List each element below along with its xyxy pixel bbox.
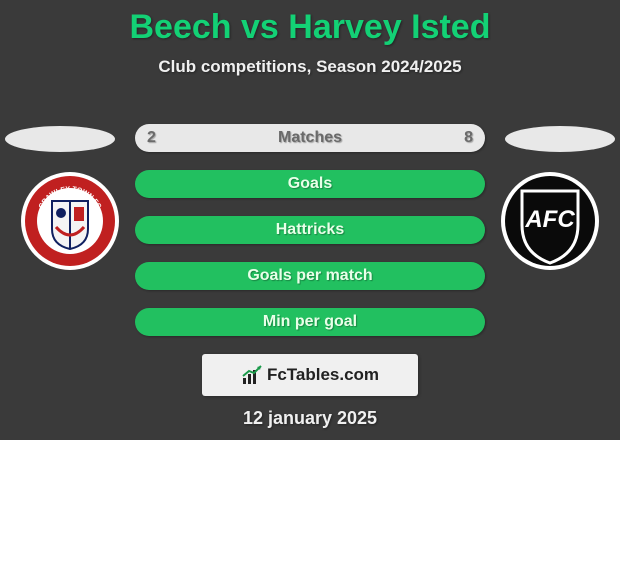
date-label: 12 january 2025 [0, 408, 620, 429]
svg-text:AFC: AFC [524, 206, 575, 233]
stat-label: Matches [135, 129, 485, 147]
logo-text: FcTables.com [267, 365, 379, 385]
chart-icon [241, 364, 263, 386]
stat-label: Hattricks [135, 221, 485, 239]
fctables-logo: FcTables.com [202, 354, 418, 396]
club-badge-right: AFC [500, 171, 600, 271]
stat-label: Min per goal [135, 313, 485, 331]
stat-row: 2Matches8 [135, 124, 485, 152]
stat-row: Goals [135, 170, 485, 198]
stat-row: Hattricks [135, 216, 485, 244]
stats-list: 2Matches8 Goals Hattricks Goals per match Mi… [135, 124, 485, 354]
stat-label: Goals per match [135, 267, 485, 285]
afc-crest-icon: AFC [500, 171, 600, 271]
stat-label: Goals [135, 175, 485, 193]
crawley-town-crest-icon: CRAWLEY TOWN FC RED DEVILS [20, 171, 120, 271]
page-title: Beech vs Harvey Isted [0, 0, 620, 47]
subtitle: Club competitions, Season 2024/2025 [0, 57, 620, 77]
club-badge-left: CRAWLEY TOWN FC RED DEVILS [20, 171, 120, 271]
player-left-oval [5, 126, 115, 152]
stat-row: Min per goal [135, 308, 485, 336]
stat-value-left: 2 [147, 129, 156, 147]
comparison-card: Beech vs Harvey Isted Club competitions,… [0, 0, 620, 440]
stat-value-right: 8 [464, 129, 473, 147]
stat-row: Goals per match [135, 262, 485, 290]
player-right-oval [505, 126, 615, 152]
